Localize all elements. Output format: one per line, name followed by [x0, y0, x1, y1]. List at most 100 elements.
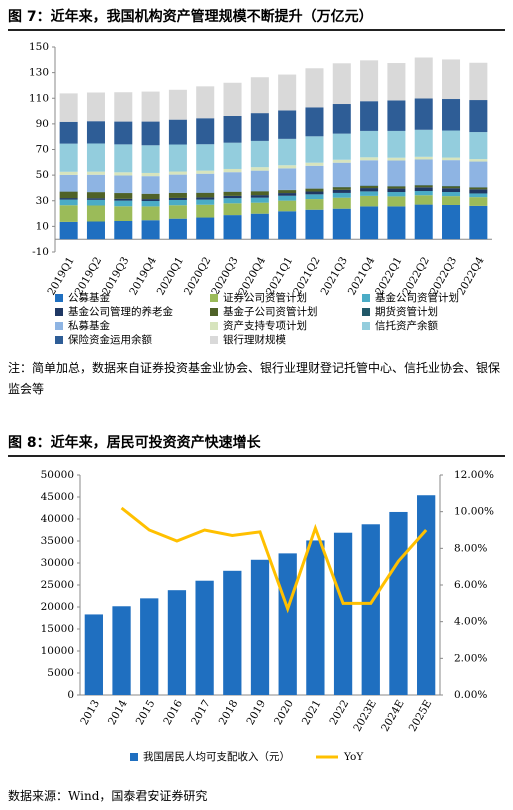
- y-tick-label: -10: [32, 246, 49, 258]
- bar: [360, 157, 379, 161]
- legend-label: 证券公司资管计划: [223, 291, 307, 304]
- y-tick-label: 90: [36, 118, 49, 130]
- bar: [114, 198, 133, 201]
- x-tick-label: 2017: [189, 698, 213, 727]
- bar: [168, 119, 187, 145]
- bar: [84, 614, 103, 695]
- x-tick-label: 2013: [78, 698, 102, 727]
- bar: [414, 57, 433, 99]
- bar: [59, 205, 78, 222]
- bar: [114, 206, 133, 221]
- bar: [442, 59, 461, 100]
- bar: [59, 221, 78, 240]
- bar: [414, 185, 433, 188]
- bar: [196, 217, 215, 240]
- bar: [196, 204, 215, 218]
- bar: [360, 130, 379, 158]
- bar: [305, 162, 324, 166]
- bar: [168, 197, 187, 200]
- bar: [223, 172, 242, 192]
- bar: [469, 197, 488, 206]
- bar: [442, 186, 461, 189]
- legend-label: 公募基金: [68, 291, 110, 304]
- x-tick-label: 2016: [161, 698, 185, 727]
- bar: [278, 138, 297, 166]
- y-tick-label: 35000: [41, 535, 74, 547]
- line: [120, 506, 428, 614]
- bar: [59, 198, 78, 200]
- bar: [168, 171, 187, 175]
- bar: [332, 159, 351, 163]
- legend-label: 资产支持专项计划: [223, 319, 307, 332]
- bar: [223, 82, 242, 116]
- bar: [250, 202, 269, 214]
- bar: [223, 203, 242, 216]
- bar: [305, 199, 324, 210]
- bar: [86, 92, 105, 122]
- bar: [168, 192, 187, 198]
- bar: [114, 200, 133, 207]
- legend-swatch: [362, 308, 370, 316]
- figure-title: 图 7：近年来，我国机构资产管理规模不断提升（万亿元）: [8, 6, 505, 31]
- bar: [141, 121, 160, 146]
- bar: [278, 190, 297, 194]
- bar: [196, 86, 215, 119]
- legend-label: 期货资管计划: [375, 305, 438, 318]
- legend-swatch: [210, 294, 218, 302]
- bar: [250, 195, 269, 198]
- bar: [442, 130, 461, 158]
- bar: [332, 162, 351, 187]
- bar: [414, 129, 433, 157]
- legend-label: 我国居民人均可支配收入（元）: [143, 750, 290, 763]
- bar: [250, 191, 269, 196]
- y2-tick-label: 6.00%: [454, 579, 487, 591]
- bar: [417, 495, 436, 695]
- y-tick-label: 30: [36, 195, 49, 207]
- bar: [414, 191, 433, 196]
- bar: [387, 192, 406, 197]
- bar: [387, 160, 406, 187]
- bar: [469, 193, 488, 198]
- bar: [332, 208, 351, 240]
- legend-swatch: [210, 308, 218, 316]
- bar: [278, 195, 297, 201]
- bar: [469, 187, 488, 190]
- bar: [59, 174, 78, 192]
- bar: [469, 189, 488, 194]
- bar: [167, 590, 187, 695]
- bar: [223, 191, 242, 196]
- bar: [59, 191, 78, 199]
- bar: [278, 193, 297, 196]
- x-tick-label: 2014: [106, 698, 130, 727]
- bar: [278, 110, 297, 139]
- legend-swatch: [55, 336, 63, 344]
- bar: [414, 204, 433, 240]
- bar: [223, 570, 242, 695]
- bar: [387, 63, 406, 101]
- bar: [469, 100, 488, 133]
- x-tick-label: 2024E: [379, 698, 407, 734]
- bar: [387, 186, 406, 189]
- bar: [278, 74, 297, 111]
- bar: [114, 193, 133, 199]
- bar: [59, 199, 78, 206]
- y2-tick-label: 2.00%: [454, 652, 487, 664]
- y2-tick-label: 10.00%: [454, 506, 494, 518]
- chart: -1010305070901101301502019Q12019Q22019Q3…: [29, 41, 492, 346]
- bar: [360, 206, 379, 240]
- bar: [387, 100, 406, 131]
- bar: [114, 144, 133, 173]
- bar: [469, 132, 488, 160]
- legend-label: 基金公司管理的养老金: [68, 305, 173, 318]
- bar: [223, 142, 242, 169]
- bar: [387, 188, 406, 193]
- bar: [360, 101, 379, 131]
- y-tick-label: 45000: [41, 491, 74, 503]
- bar: [278, 168, 297, 190]
- legend-label: 基金子公司资管计划: [223, 305, 318, 318]
- bar: [86, 143, 105, 172]
- bar: [141, 201, 160, 207]
- bar: [250, 197, 269, 203]
- y-tick-label: 40000: [41, 513, 74, 525]
- bar: [387, 206, 406, 240]
